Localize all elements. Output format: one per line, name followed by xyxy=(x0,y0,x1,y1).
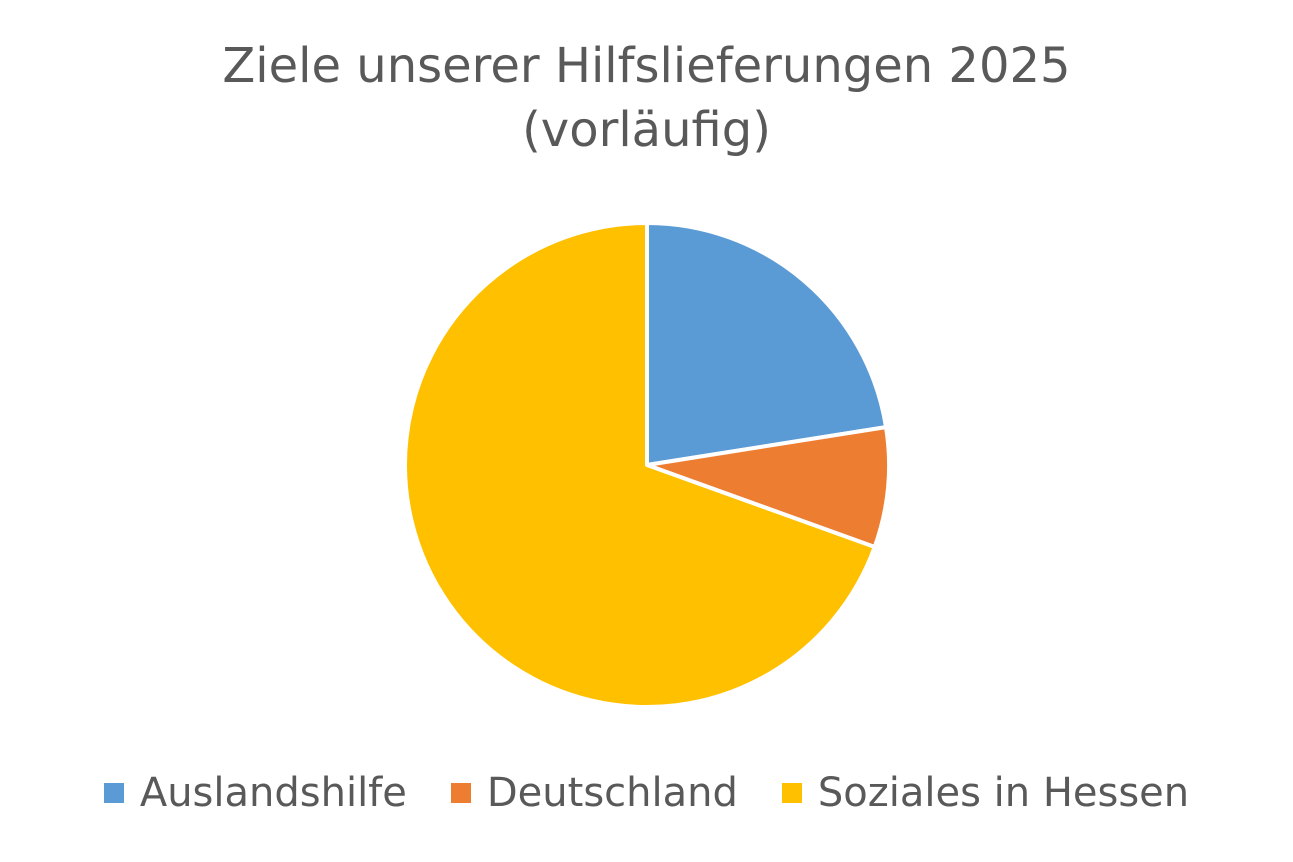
legend-item-auslandshilfe: Auslandshilfe xyxy=(103,770,407,816)
chart-subtitle: (vorläufig) xyxy=(522,102,771,158)
legend-item-deutschland: Deutschland xyxy=(450,770,738,816)
legend-label-soziales-in-hessen: Soziales in Hessen xyxy=(817,770,1190,816)
chart-title-line: Ziele unserer Hilfslieferungen 2025 xyxy=(222,38,1071,94)
legend-label-auslandshilfe: Auslandshilfe xyxy=(139,770,407,816)
legend-label-deutschland: Deutschland xyxy=(486,770,738,816)
pie-slice-deutschland xyxy=(645,425,891,549)
legend-item-soziales-in-hessen: Soziales in Hessen xyxy=(781,770,1190,816)
legend: Auslandshilfe Deutschland Soziales in He… xyxy=(0,770,1293,816)
legend-swatch-auslandshilfe xyxy=(103,783,124,803)
legend-swatch-deutschland xyxy=(450,783,471,803)
legend-swatch-soziales-in-hessen xyxy=(781,783,802,803)
pie-slice-soziales-in-hessen xyxy=(403,221,877,709)
pie-slice-auslandshilfe xyxy=(645,221,889,467)
chart-title: Ziele unserer Hilfslieferungen 2025 (vor… xyxy=(0,34,1293,162)
